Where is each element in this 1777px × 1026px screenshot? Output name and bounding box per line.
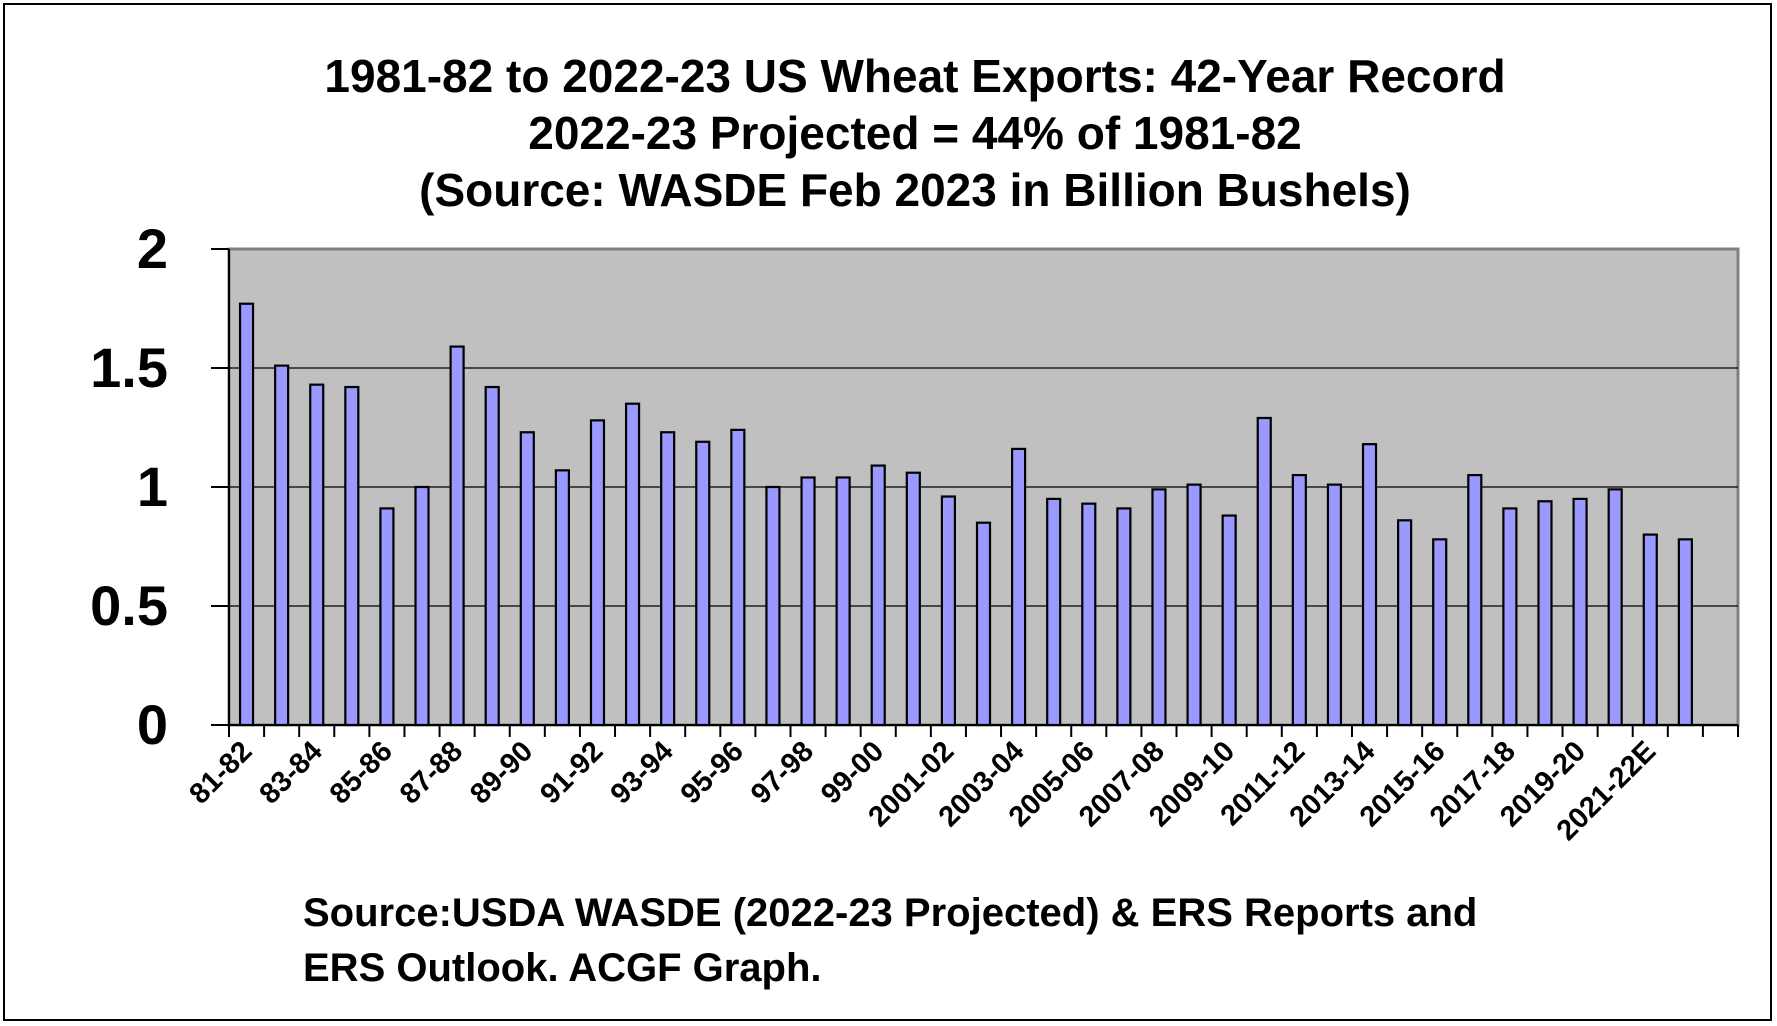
y-tick-label: 2 [137,217,168,280]
chart-subtitle-2: (Source: WASDE Feb 2023 in Billion Bushe… [419,164,1411,216]
bar-81-82 [238,302,255,727]
x-tick-label: 87-88 [394,735,469,810]
bar-2011-12 [1291,474,1307,727]
bar-2005-06 [1081,502,1097,727]
bar-2013-14 [1361,443,1378,727]
x-tick-label: 97-98 [745,735,820,810]
chart-title-block: 1981-82 to 2022-23 US Wheat Exports: 42-… [0,48,1777,219]
bar-2021-22E [1642,533,1658,727]
bar-2016-17 [1467,474,1483,727]
bar-86-87 [414,485,430,727]
bar-2015-16 [1432,538,1448,727]
bar-84-85 [344,385,360,727]
bar-89-90 [519,431,535,727]
bar-96-97 [765,485,781,727]
bar-85-86 [379,507,395,727]
bar-2012-13 [1326,483,1343,727]
y-tick-label: 1.5 [90,336,168,399]
bar-99-00 [870,464,886,727]
chart-subtitle-1: 2022-23 Projected = 44% of 1981-82 [528,107,1302,159]
y-tick-label: 1 [137,455,168,518]
bar-98-99 [835,476,851,727]
bar-2022-23P [1677,538,1693,727]
bar-2003-04 [1010,447,1027,727]
chart-title: 1981-82 to 2022-23 US Wheat Exports: 42-… [324,50,1506,102]
bar-87-88 [449,345,465,727]
x-tick-label: 81-82 [183,735,258,810]
y-tick-label: 0 [137,693,168,756]
bar-2000-01 [905,471,921,727]
y-tick-label: 0.5 [90,574,168,637]
x-tick-label: 93-94 [605,735,680,810]
bar-95-96 [730,428,746,727]
bar-2006-07 [1116,507,1132,727]
source-note: Source:USDA WASDE (2022-23 Projected) & … [303,886,1477,996]
x-tick-label: 91-92 [534,735,609,810]
bar-2017-18 [1502,507,1518,727]
bar-83-84 [309,383,325,727]
x-tick-label: 83-84 [254,735,329,810]
bar-2009-10 [1221,514,1237,727]
bar-2019-20 [1572,497,1588,727]
bar-2002-03 [975,521,992,727]
bar-2010-11 [1256,416,1272,727]
x-tick-label: 89-90 [464,735,539,810]
bar-2014-15 [1397,519,1413,727]
bar-2004-05 [1046,497,1062,727]
x-tick-label: 85-86 [324,735,399,810]
bar-97-98 [800,476,816,727]
bar-2018-19 [1537,500,1553,727]
bar-93-94 [660,431,676,727]
source-note-line-1: Source:USDA WASDE (2022-23 Projected) & … [303,891,1478,935]
x-tick-label: 95-96 [675,735,750,810]
source-note-line-2: ERS Outlook. ACGF Graph. [303,946,822,990]
bar-2001-02 [940,495,957,727]
bar-94-95 [695,440,711,727]
bar-82-83 [274,364,290,727]
bar-92-93 [624,402,641,727]
bar-2008-09 [1186,483,1202,727]
bar-90-91 [554,469,570,727]
bar-88-89 [484,385,500,727]
bar-91-92 [589,419,606,727]
bar-2007-08 [1151,488,1167,727]
bar-2020-21 [1607,488,1623,727]
